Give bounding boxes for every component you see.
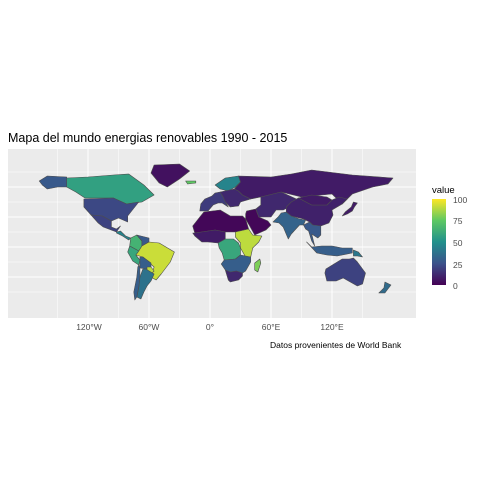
country-region <box>298 194 333 206</box>
country-region <box>90 214 121 233</box>
country-region <box>185 180 197 185</box>
map-regions <box>38 163 394 301</box>
country-region <box>254 258 262 273</box>
country-region <box>255 191 297 218</box>
plot-caption: Datos provenientes de World Bank <box>270 340 402 350</box>
country-region <box>127 245 141 266</box>
country-region <box>245 208 272 236</box>
country-region <box>225 269 243 283</box>
x-tick-label: 120°E <box>320 322 344 332</box>
country-region <box>66 173 155 205</box>
x-tick-label: 120°W <box>76 322 102 332</box>
country-region <box>324 257 366 287</box>
x-tick-label: 60°E <box>261 322 281 332</box>
country-region <box>272 211 306 240</box>
country-region <box>38 175 67 190</box>
country-region <box>116 230 131 241</box>
plot-title: Mapa del mundo energias renovables 1990 … <box>8 131 288 145</box>
country-region <box>306 241 353 257</box>
x-tick-label: 60°W <box>138 322 160 332</box>
legend-label: 50 <box>453 238 463 248</box>
legend-title: value <box>432 185 455 196</box>
legend-label: 25 <box>453 260 463 270</box>
country-region <box>353 249 363 258</box>
country-region <box>303 221 322 247</box>
x-tick-label: 0° <box>205 322 215 332</box>
legend-label: 75 <box>453 216 463 226</box>
legend-colorbar <box>432 199 446 285</box>
country-region <box>133 264 141 301</box>
country-region <box>150 163 190 188</box>
legend-label: 100 <box>453 195 468 205</box>
country-region <box>341 201 358 217</box>
country-region <box>220 254 251 274</box>
legend-label: 0 <box>453 281 458 291</box>
country-region <box>378 281 392 294</box>
